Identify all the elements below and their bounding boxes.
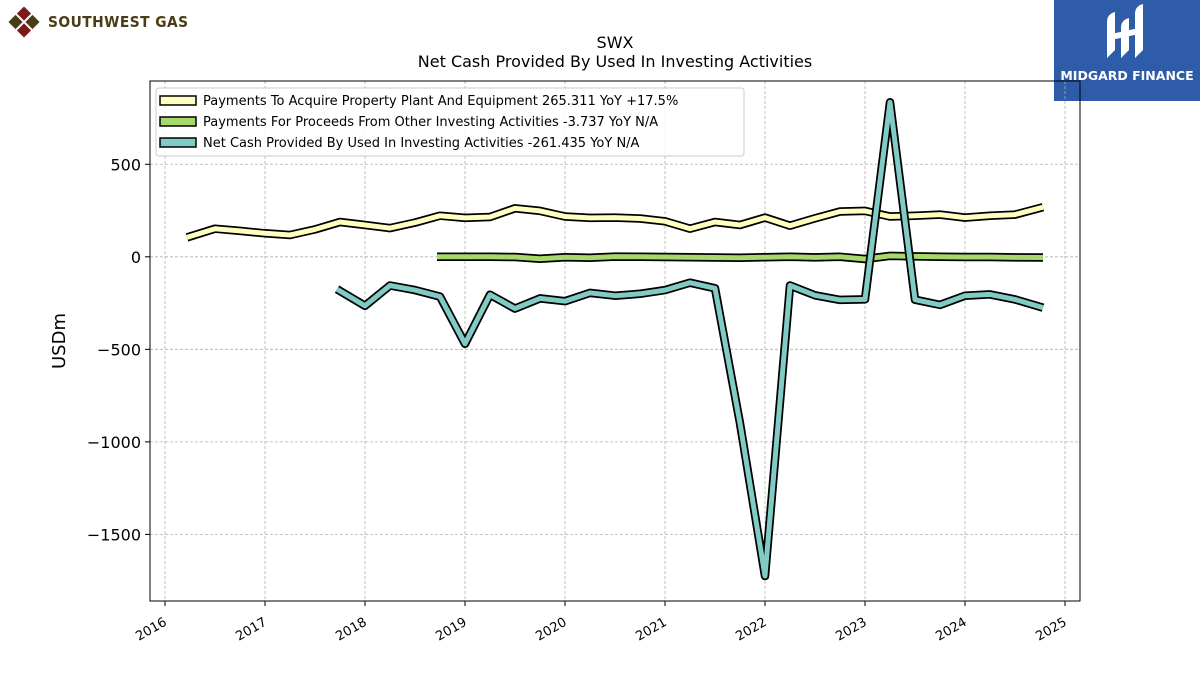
legend-entry: Net Cash Provided By Used In Investing A…	[203, 136, 640, 151]
legend: Payments To Acquire Property Plant And E…	[155, 87, 745, 157]
series-outline-0	[185, 203, 1045, 242]
x-tick-label: 2025	[1033, 615, 1069, 645]
y-tick-label: −1500	[87, 525, 141, 544]
series-line-2	[335, 99, 1044, 579]
southwest-gas-logo-icon	[8, 6, 40, 38]
x-tick-label: 2017	[233, 615, 269, 645]
legend-swatch	[159, 137, 197, 148]
y-tick-label: −500	[97, 340, 141, 359]
y-axis-label: USDm	[49, 313, 70, 369]
midgard-finance-logo-text: MIDGARD FINANCE	[1060, 68, 1194, 83]
series-outline-2	[334, 98, 1045, 581]
southwest-gas-logo: SOUTHWEST GAS	[4, 4, 201, 40]
series-line-0	[186, 204, 1044, 240]
x-tick-label: 2022	[733, 615, 769, 645]
midgard-finance-logo: MIDGARD FINANCE	[1054, 0, 1200, 101]
plot-frame	[149, 80, 1081, 602]
y-tick-label: −1000	[87, 433, 141, 452]
legend-swatch	[159, 95, 197, 106]
x-tick-label: 2024	[933, 615, 969, 645]
legend-entry: Payments For Proceeds From Other Investi…	[203, 115, 658, 130]
x-tick-label: 2020	[533, 615, 569, 645]
southwest-gas-logo-text: SOUTHWEST GAS	[48, 13, 189, 31]
y-tick-label: 500	[110, 155, 141, 174]
chart-subtitle: Net Cash Provided By Used In Investing A…	[417, 52, 813, 71]
legend-swatch	[159, 116, 197, 127]
x-tick-label: 2019	[433, 615, 469, 645]
legend-box	[155, 87, 745, 157]
legend-entry: Payments To Acquire Property Plant And E…	[203, 94, 678, 109]
midgard-finance-logo-icon	[1107, 4, 1143, 58]
x-tick-label: 2023	[833, 615, 869, 645]
series-line-1	[437, 253, 1044, 262]
x-tick-label: 2021	[633, 615, 669, 645]
x-tick-label: 2018	[333, 615, 369, 645]
chart-title: SWX	[596, 33, 634, 52]
y-tick-label: 0	[131, 248, 141, 267]
x-tick-label: 2016	[133, 615, 169, 645]
grid-layer	[150, 81, 1080, 601]
series-layer	[185, 98, 1045, 581]
